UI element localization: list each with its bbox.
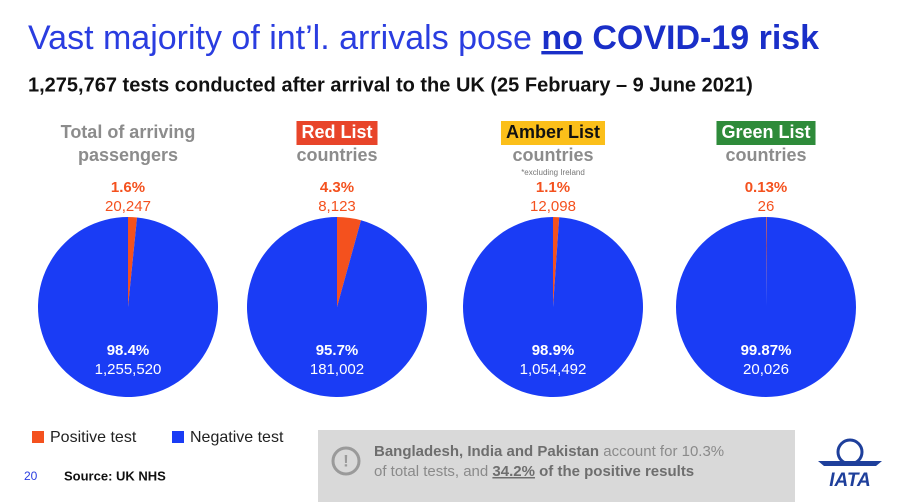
count-label: 8,123 (318, 198, 356, 215)
note-line: of total tests, and 34.2% of the positiv… (374, 463, 694, 480)
count-label: 26 (758, 198, 775, 215)
note-line: Bangladesh, India and Pakistan account f… (374, 443, 724, 460)
note-icon-text: ! (343, 451, 349, 470)
pie-slice (37, 217, 218, 398)
pie-slice (462, 217, 643, 397)
value-label: 99.87% (741, 342, 792, 359)
logo-wing (818, 461, 882, 466)
pie-subtitle: countries (725, 145, 806, 165)
pie-slice (337, 217, 362, 307)
count-label: 1,054,492 (520, 361, 587, 378)
legend-label: Negative test (190, 429, 284, 446)
legend-label: Positive test (50, 429, 137, 446)
slide-title: Vast majority of int’l. arrivals pose no… (28, 19, 819, 57)
note-part: account for 10.3% (599, 443, 724, 460)
logo-text: IATA (829, 470, 871, 491)
pie-badge (716, 121, 816, 145)
note-box (318, 430, 795, 502)
pie-badge-text: Red List (301, 122, 372, 142)
note-icon (331, 446, 361, 476)
note-part: Bangladesh, India and Pakistan (374, 443, 599, 460)
pie-badge-text: Green List (721, 122, 810, 142)
title-part: no (541, 19, 583, 57)
pie-slice (553, 217, 560, 307)
logo-globe (836, 438, 864, 466)
page-number: 20 (24, 469, 38, 483)
value-label: 1.1% (536, 179, 570, 196)
pie-subtitle: countries (296, 145, 377, 165)
note-part: 34.2% (492, 463, 535, 480)
legend-swatch (172, 431, 184, 443)
pie-title: Total of arriving passengers (61, 122, 196, 165)
pie-title-line: Total of arriving (61, 122, 196, 142)
pie-subtitle: countries (512, 145, 593, 165)
title-part: COVID-19 risk (583, 19, 819, 57)
pie-badge (296, 121, 378, 145)
value-label: 0.13% (745, 179, 788, 196)
value-label: 4.3% (320, 179, 354, 196)
pie-slice (246, 217, 427, 398)
pie-note: *excluding Ireland (521, 168, 585, 177)
slide-subtitle: 1,275,767 tests conducted after arrival … (28, 74, 753, 96)
note-part: of the positive results (535, 463, 694, 480)
pie-badge-text: Amber List (506, 122, 600, 142)
note-part: of total tests, and (374, 463, 492, 480)
title-part: Vast majority of int’l. arrivals pose (28, 19, 541, 57)
count-label: 12,098 (530, 198, 576, 215)
pie-title-line: passengers (78, 145, 178, 165)
value-label: 1.6% (111, 179, 145, 196)
value-label: 95.7% (316, 342, 359, 359)
count-label: 181,002 (310, 361, 364, 378)
logo: IATA (818, 438, 882, 491)
pie-slice (675, 217, 856, 397)
source: Source: UK NHS (64, 468, 166, 483)
value-label: 98.9% (532, 342, 575, 359)
count-label: 20,026 (743, 361, 789, 378)
legend-swatch (32, 431, 44, 443)
pie-slice (766, 217, 767, 307)
pie-slice (128, 217, 138, 307)
count-label: 20,247 (105, 198, 151, 215)
value-label: 98.4% (107, 342, 150, 359)
pie-badge (500, 121, 606, 145)
count-label: 1,255,520 (95, 361, 162, 378)
